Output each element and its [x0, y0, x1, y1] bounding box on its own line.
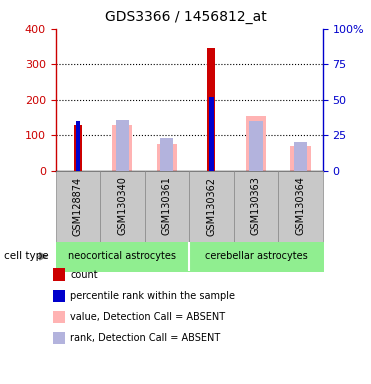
Text: neocortical astrocytes: neocortical astrocytes [68, 251, 177, 262]
Bar [53, 290, 65, 302]
Bar [53, 332, 65, 344]
Text: GSM130364: GSM130364 [296, 177, 305, 235]
Bar [157, 144, 177, 171]
Bar [249, 121, 263, 171]
Bar [116, 120, 129, 171]
Text: percentile rank within the sample: percentile rank within the sample [70, 291, 236, 301]
Text: GSM130340: GSM130340 [118, 177, 127, 235]
Bar [100, 171, 145, 242]
Text: count: count [70, 270, 98, 280]
Bar [145, 171, 189, 242]
Text: cell type: cell type [4, 251, 48, 262]
Bar [278, 171, 323, 242]
Bar [112, 125, 132, 171]
Bar [160, 138, 174, 171]
Bar [56, 171, 100, 242]
Bar [76, 121, 80, 171]
Bar [209, 97, 214, 171]
Bar [294, 142, 307, 171]
Bar [74, 125, 82, 171]
Text: GDS3366 / 1456812_at: GDS3366 / 1456812_at [105, 10, 266, 23]
Text: GSM130363: GSM130363 [251, 177, 261, 235]
Text: rank, Detection Call = ABSENT: rank, Detection Call = ABSENT [70, 333, 221, 343]
Bar [290, 146, 311, 171]
Bar [246, 116, 266, 171]
Text: GSM130362: GSM130362 [207, 177, 216, 235]
Bar [234, 171, 278, 242]
Bar [53, 268, 65, 281]
Text: value, Detection Call = ABSENT: value, Detection Call = ABSENT [70, 312, 226, 322]
Bar [207, 48, 216, 171]
Bar [53, 311, 65, 323]
Text: GSM128874: GSM128874 [73, 177, 83, 236]
Text: cerebellar astrocytes: cerebellar astrocytes [205, 251, 307, 262]
Bar [189, 171, 234, 242]
Text: GSM130361: GSM130361 [162, 177, 172, 235]
